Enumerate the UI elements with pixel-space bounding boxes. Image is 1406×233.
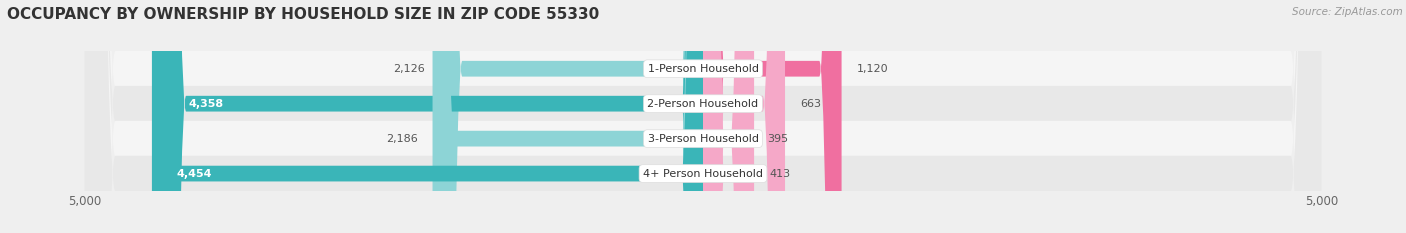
Text: 4,358: 4,358 (188, 99, 224, 109)
FancyBboxPatch shape (163, 0, 703, 233)
FancyBboxPatch shape (152, 0, 703, 233)
Text: 2,126: 2,126 (394, 64, 425, 74)
FancyBboxPatch shape (440, 0, 703, 233)
FancyBboxPatch shape (703, 0, 754, 233)
Text: 2-Person Household: 2-Person Household (647, 99, 759, 109)
FancyBboxPatch shape (703, 0, 785, 233)
Text: 4,454: 4,454 (177, 169, 212, 178)
Text: OCCUPANCY BY OWNERSHIP BY HOUSEHOLD SIZE IN ZIP CODE 55330: OCCUPANCY BY OWNERSHIP BY HOUSEHOLD SIZE… (7, 7, 599, 22)
Text: 2,186: 2,186 (385, 134, 418, 144)
Text: 663: 663 (800, 99, 821, 109)
FancyBboxPatch shape (703, 0, 752, 233)
FancyBboxPatch shape (84, 0, 1322, 233)
Text: 1-Person Household: 1-Person Household (648, 64, 758, 74)
Text: 413: 413 (769, 169, 790, 178)
FancyBboxPatch shape (84, 0, 1322, 233)
Text: 1,120: 1,120 (856, 64, 889, 74)
FancyBboxPatch shape (703, 0, 842, 233)
FancyBboxPatch shape (84, 0, 1322, 233)
Text: Source: ZipAtlas.com: Source: ZipAtlas.com (1292, 7, 1403, 17)
FancyBboxPatch shape (84, 0, 1322, 233)
Text: 4+ Person Household: 4+ Person Household (643, 169, 763, 178)
FancyBboxPatch shape (433, 0, 703, 233)
Text: 3-Person Household: 3-Person Household (648, 134, 758, 144)
Text: 395: 395 (766, 134, 787, 144)
